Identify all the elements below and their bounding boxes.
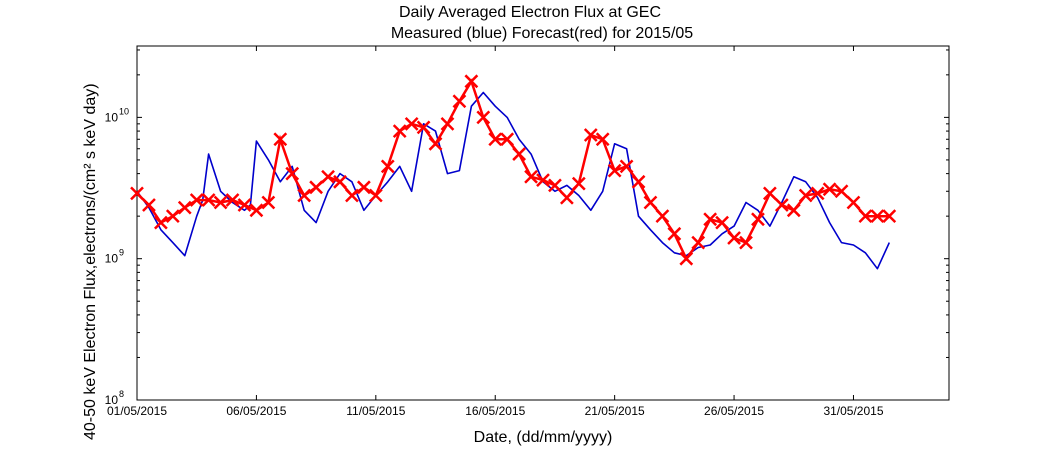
forecast-point bbox=[858, 209, 873, 224]
forecast-point bbox=[249, 203, 264, 218]
forecast-point bbox=[404, 116, 419, 131]
forecast-point bbox=[464, 74, 479, 89]
forecast-point bbox=[595, 132, 610, 147]
forecast-point bbox=[512, 147, 527, 161]
forecast-point bbox=[810, 186, 825, 201]
series-layer bbox=[130, 74, 897, 270]
forecast-point bbox=[643, 195, 658, 210]
forecast-point bbox=[739, 235, 753, 250]
forecast-point bbox=[571, 176, 586, 191]
forecast-point bbox=[774, 198, 789, 212]
forecast-point bbox=[762, 186, 777, 201]
forecast-point bbox=[356, 180, 371, 195]
forecast-point bbox=[667, 226, 682, 241]
forecast-point bbox=[225, 193, 240, 207]
x-axis-ticks: 01/05/2015 06/05/2015 11/05/2015 16/05/2015… bbox=[107, 46, 884, 418]
forecast-series-line bbox=[136, 78, 890, 262]
forecast-point bbox=[309, 180, 324, 195]
forecast-point bbox=[392, 124, 407, 138]
forecast-point bbox=[321, 169, 335, 184]
forecast-point bbox=[333, 174, 347, 189]
forecast-point bbox=[786, 203, 801, 218]
x-tick-label: 26/05/2015 bbox=[704, 404, 764, 418]
forecast-point bbox=[440, 116, 455, 131]
forecast-point bbox=[715, 215, 730, 230]
forecast-point bbox=[261, 195, 276, 210]
y-tick-exponent: 9 bbox=[119, 248, 124, 258]
x-tick-label: 06/05/2015 bbox=[226, 404, 286, 418]
forecast-point bbox=[285, 166, 300, 181]
y-tick-exponent: 8 bbox=[119, 389, 124, 399]
forecast-point bbox=[607, 163, 622, 178]
forecast-point bbox=[559, 190, 574, 205]
forecast-point bbox=[703, 212, 718, 227]
forecast-point bbox=[189, 193, 204, 207]
x-tick-label: 11/05/2015 bbox=[346, 404, 405, 418]
x-tick-label: 21/05/2015 bbox=[585, 404, 645, 418]
forecast-point bbox=[727, 231, 741, 245]
forecast-point bbox=[679, 251, 694, 266]
forecast-point bbox=[691, 235, 706, 250]
chart-subtitle: Measured (blue) Forecast(red) for 2015/0… bbox=[391, 25, 693, 42]
forecast-point bbox=[655, 209, 670, 224]
forecast-point bbox=[380, 159, 395, 174]
y-axis-label: 40-50 keV Electron Flux,electrons/(cm² s… bbox=[82, 83, 99, 440]
forecast-point bbox=[500, 132, 515, 147]
forecast-point bbox=[165, 209, 180, 224]
forecast-point bbox=[213, 195, 228, 210]
forecast-point bbox=[631, 174, 646, 189]
x-tick-label: 01/05/2015 bbox=[107, 404, 167, 418]
forecast-point bbox=[536, 173, 550, 187]
forecast-point bbox=[619, 159, 634, 174]
chart-title: Daily Averaged Electron Flux at GEC bbox=[399, 4, 661, 21]
forecast-point bbox=[870, 209, 885, 224]
y-tick-label: 10 bbox=[105, 110, 119, 124]
y-tick-exponent: 10 bbox=[119, 106, 129, 116]
x-tick-label: 16/05/2015 bbox=[465, 404, 525, 418]
forecast-point bbox=[822, 182, 837, 197]
forecast-point bbox=[273, 132, 288, 147]
x-tick-label: 31/05/2015 bbox=[823, 404, 883, 418]
forecast-point bbox=[524, 169, 538, 184]
forecast-point bbox=[548, 178, 562, 193]
forecast-point bbox=[751, 212, 765, 227]
forecast-point bbox=[583, 128, 598, 142]
y-tick-label: 10 bbox=[105, 393, 119, 407]
x-axis-label: Date, (dd/mm/yyyy) bbox=[474, 429, 613, 446]
forecast-point bbox=[846, 195, 861, 210]
forecast-point bbox=[177, 200, 192, 215]
measured-series-line bbox=[136, 91, 891, 270]
plot-frame bbox=[136, 45, 950, 401]
forecast-point bbox=[237, 198, 252, 212]
forecast-point bbox=[834, 184, 849, 199]
forecast-point bbox=[345, 188, 359, 203]
forecast-point bbox=[798, 188, 813, 203]
forecast-point bbox=[368, 188, 383, 203]
forecast-point bbox=[142, 198, 156, 212]
forecast-point bbox=[201, 193, 216, 207]
forecast-series bbox=[130, 74, 897, 266]
forecast-point bbox=[416, 120, 431, 135]
forecast-point bbox=[297, 188, 312, 203]
forecast-point bbox=[882, 209, 897, 224]
forecast-point bbox=[428, 136, 443, 151]
forecast-point bbox=[476, 110, 491, 125]
forecast-point bbox=[452, 94, 467, 109]
y-tick-label: 10 bbox=[105, 252, 119, 266]
forecast-point bbox=[130, 186, 144, 201]
forecast-point bbox=[153, 215, 168, 230]
forecast-point bbox=[488, 132, 503, 147]
